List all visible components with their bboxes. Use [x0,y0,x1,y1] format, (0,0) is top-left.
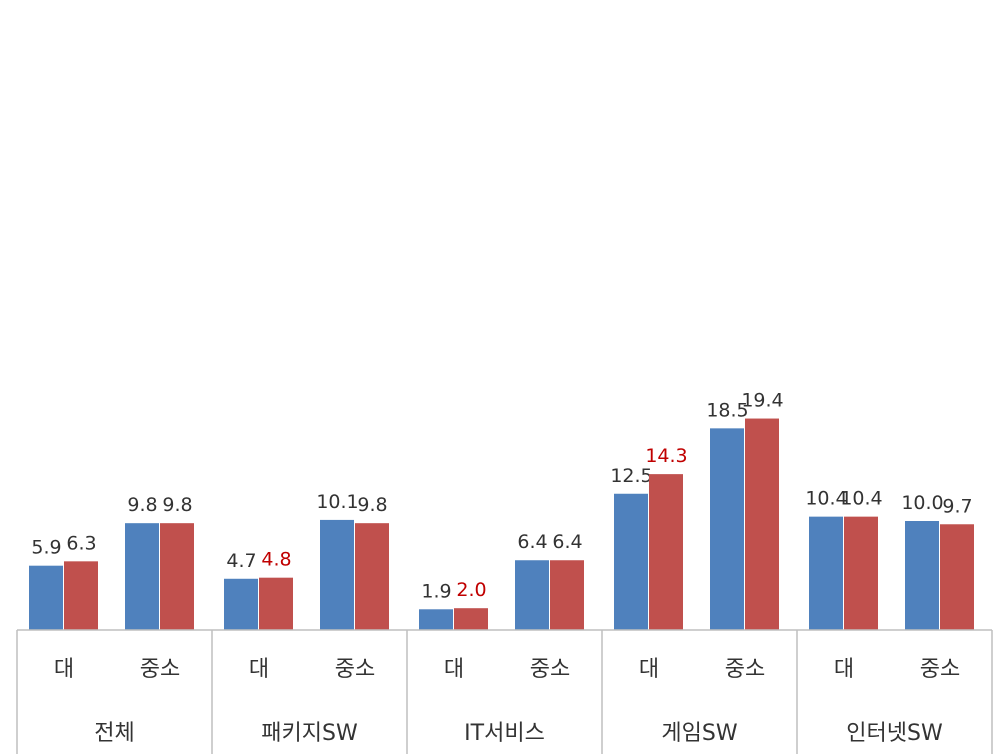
bar-blue [710,428,744,630]
data-label: 10.4 [805,488,847,510]
bar-red [844,516,878,630]
group-label: 패키지SW [261,721,358,746]
subcategory-label: 대 [639,657,659,682]
subcategory-label: 중소 [335,657,375,682]
bar-blue [125,523,159,630]
data-label: 1.9 [421,580,451,602]
subcategory-label: 중소 [530,657,570,682]
data-label: 10.0 [901,492,943,514]
subcategory-label: 중소 [920,657,960,682]
data-label: 19.4 [741,390,783,412]
bar-red [160,523,194,630]
bar-blue [809,516,843,630]
bar-red [454,608,488,630]
data-label: 9.8 [162,494,192,516]
subcategory-label: 대 [54,657,74,682]
bar-red [259,577,293,630]
data-label: 6.4 [517,531,547,553]
group-label: 인터넷SW [846,721,943,746]
data-label: 12.5 [610,465,652,487]
subcategory-label: 대 [444,657,464,682]
bar-red [64,561,98,630]
data-label: 5.9 [31,537,61,559]
bar-blue [224,578,258,630]
data-label: 6.3 [66,532,96,554]
data-label: 14.3 [645,445,687,467]
bar-blue [419,609,453,630]
subcategory-label: 중소 [140,657,180,682]
bar-red [550,560,584,630]
group-label: 전체 [94,721,134,746]
bar-red [355,523,389,630]
data-label: 9.7 [942,495,972,517]
data-label: 9.8 [357,494,387,516]
bar-red [745,418,779,630]
group-label: IT서비스 [464,721,545,746]
bar-blue [29,565,63,630]
subcategory-label: 대 [249,657,269,682]
bar-blue [515,560,549,630]
data-label: 9.8 [127,494,157,516]
data-label: 4.7 [226,550,256,572]
data-label: 10.1 [316,491,358,513]
bar-red [649,474,683,630]
data-label: 10.4 [840,488,882,510]
data-label: 18.5 [706,399,748,421]
data-label: 4.8 [261,549,291,571]
subcategory-label: 대 [834,657,854,682]
bar-blue [614,493,648,630]
subcategory-label: 중소 [725,657,765,682]
bar-blue [905,521,939,630]
bar-red [940,524,974,630]
data-label: 2.0 [456,579,486,601]
group-label: 게임SW [661,721,737,746]
bar-blue [320,519,354,630]
data-label: 6.4 [552,531,582,553]
